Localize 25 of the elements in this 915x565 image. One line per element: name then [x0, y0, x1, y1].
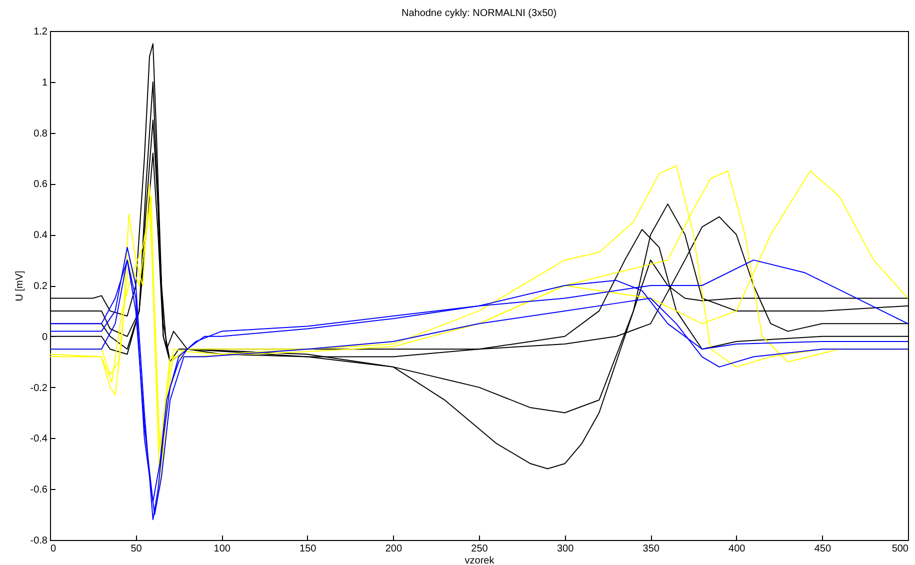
y-tick-label: 0.8: [34, 128, 48, 140]
x-tick-label: 500: [892, 544, 909, 554]
x-tick-label: 50: [130, 544, 142, 554]
chart-title: Nahodne cykly: NORMALNI (3x50): [401, 8, 557, 19]
x-axis-title: vzorek: [464, 556, 496, 565]
x-tick-label: 450: [814, 544, 832, 554]
y-tick-label: -0.4: [30, 434, 48, 445]
x-tick-label: 250: [471, 544, 488, 554]
y-tick-label: -0.2: [30, 382, 48, 394]
x-tick-label: 400: [728, 544, 746, 554]
y-axis-title: U [mV]: [14, 270, 26, 302]
y-tick-label: 0: [42, 332, 48, 343]
y-tick-label: 0.4: [34, 230, 48, 242]
x-tick-label: 100: [214, 544, 231, 554]
y-tick-label: -0.6: [30, 484, 48, 496]
y-tick-label: 0.6: [34, 179, 48, 190]
x-tick-label: 200: [385, 544, 402, 554]
x-tick-label: 350: [642, 544, 660, 554]
y-tick-label: 1: [42, 77, 48, 88]
y-tick-label: 0.2: [34, 281, 48, 292]
x-tick-label: 150: [300, 544, 317, 554]
x-tick-label: 300: [556, 544, 574, 554]
x-tick-label: 0: [50, 544, 56, 554]
y-tick-label: -0.8: [30, 536, 48, 546]
y-tick-label: 1.2: [34, 26, 48, 38]
